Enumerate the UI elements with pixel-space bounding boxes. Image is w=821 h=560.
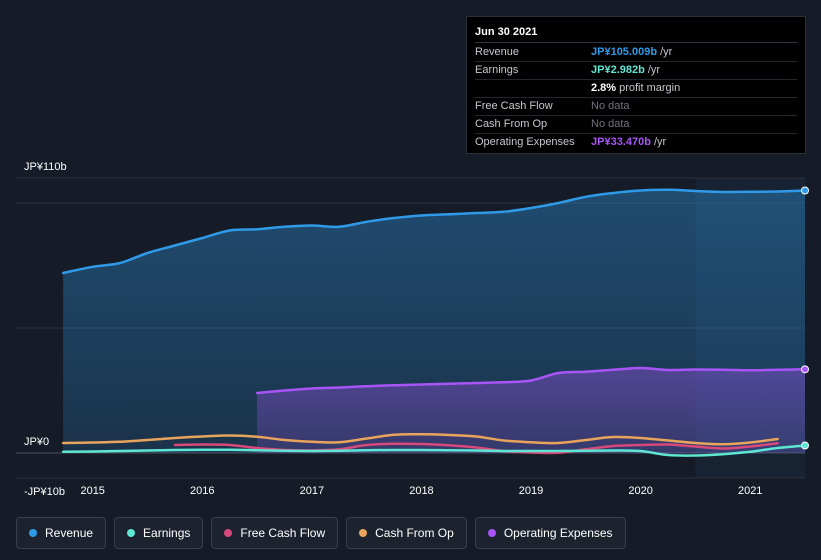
legend-label: Cash From Op [375,526,454,540]
tooltip-row-earnings: Earnings JP¥2.982b /yr [475,62,797,80]
y-tick-label: JP¥0 [24,436,49,448]
legend-dot-icon [359,529,368,537]
revenue-line [61,188,807,275]
chart-canvas: JP¥110b JP¥0 -JP¥10b 2015 2016 2017 2018 2019 20… [16,161,809,498]
tooltip-value: JP¥33.470b [591,136,651,148]
tooltip-label: Cash From Op [475,118,548,130]
x-tick-label: 2016 [190,485,214,497]
legend-dot-icon [29,529,37,537]
tooltip-value: JP¥2.982b [591,64,645,76]
legend-dot-icon [487,529,496,537]
tooltip-label: Revenue [475,46,520,58]
legend-dot-icon [224,529,233,537]
operating-expenses-line [255,366,807,395]
tooltip-row-fcf: Free Cash Flow No data [475,98,797,116]
operating-expenses-end-marker [801,365,809,374]
legend-item-cash-from-op[interactable]: Cash From Op [346,517,467,549]
x-tick-label: 2020 [628,485,652,497]
tooltip-row-cfo: Cash From Op No data [475,116,797,134]
tooltip-nodata: No data [591,100,630,112]
tooltip-label [475,80,591,97]
tooltip-date: Jun 30 2021 [475,23,797,43]
y-tick-label: JP¥110b [24,161,67,173]
tooltip-unit: /yr [660,46,673,58]
tooltip-label: Operating Expenses [475,136,575,148]
operating-expenses-area [257,368,806,453]
tooltip-value: 2.8% [591,82,617,94]
x-tick-label: 2015 [80,485,104,497]
cash-from-op-line [61,432,779,446]
legend-item-free-cash-flow[interactable]: Free Cash Flow [211,517,339,549]
tooltip-label: Free Cash Flow [475,100,553,112]
legend-label: Free Cash Flow [240,526,326,540]
legend-label: Operating Expenses [503,526,613,540]
tooltip-unit: /yr [647,64,661,76]
revenue-end-marker [801,186,809,195]
tooltip-row-opex: Operating Expenses JP¥33.470b /yr [475,134,797,151]
tooltip-nodata: No data [591,118,630,130]
tooltip-unit: /yr [653,136,667,148]
tooltip-row-profit-margin: 2.8% profit margin [475,80,797,98]
legend-label: Earnings [143,526,191,540]
legend-dot-icon [127,529,136,537]
tooltip-value: JP¥105.009b [591,46,658,58]
legend-item-revenue[interactable]: Revenue [16,517,107,549]
x-tick-label: 2018 [409,485,433,497]
tooltip-row-revenue: Revenue JP¥105.009b /yr [475,44,797,62]
earnings-end-marker [801,441,809,450]
x-tick-label: 2021 [738,485,762,497]
legend: Revenue Earnings Free Cash Flow Cash Fro… [16,517,626,549]
x-tick-label: 2019 [519,485,543,497]
y-tick-label: -JP¥10b [24,486,65,498]
legend-item-earnings[interactable]: Earnings [114,517,204,549]
tooltip-label: Earnings [475,64,519,76]
legend-item-operating-expenses[interactable]: Operating Expenses [474,517,626,549]
tooltip-unit: profit margin [619,82,681,94]
earnings-line [61,444,807,457]
x-tick-label: 2017 [300,485,324,497]
tooltip-panel: Jun 30 2021 Revenue JP¥105.009b /yr Earn… [466,16,806,154]
legend-label: Revenue [45,526,94,540]
